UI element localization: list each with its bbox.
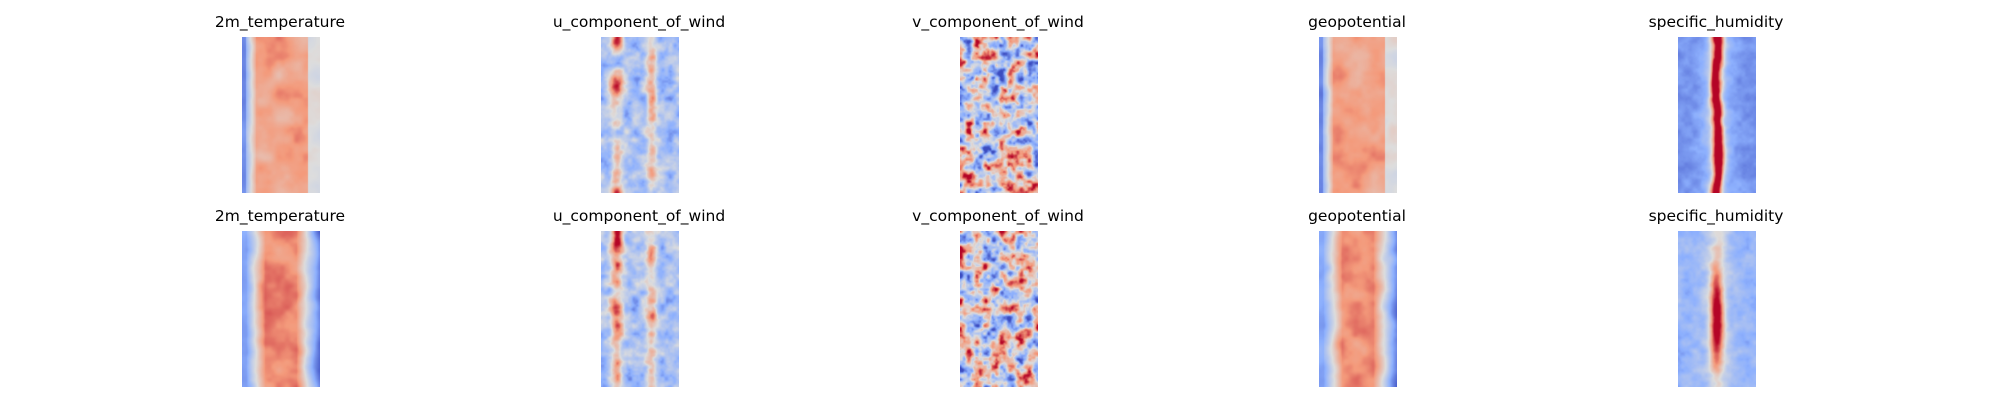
panel-title: specific_humidity	[1648, 13, 1784, 31]
heatmap-image	[1319, 37, 1397, 193]
heatmap-image	[1678, 231, 1756, 387]
panel-title: u_component_of_wind	[552, 207, 726, 225]
panel-title: 2m_temperature	[214, 13, 346, 31]
panel-row0-col1: u_component_of_wind	[519, 12, 759, 193]
panel-title: 2m_temperature	[214, 207, 346, 225]
heatmap-image	[960, 231, 1038, 387]
heatmap-image	[1678, 37, 1756, 193]
panel-row1-col0: 2m_temperature	[160, 206, 400, 387]
panel-row1-col1: u_component_of_wind	[519, 206, 759, 387]
panel-row0-col2: v_component_of_wind	[878, 12, 1118, 193]
heatmap-image	[601, 231, 679, 387]
panel-title: u_component_of_wind	[552, 13, 726, 31]
panel-row0-col4: specific_humidity	[1596, 12, 1836, 193]
heatmap-image	[601, 37, 679, 193]
panel-row1-col4: specific_humidity	[1596, 206, 1836, 387]
heatmap-image	[1319, 231, 1397, 387]
heatmap-image	[960, 37, 1038, 193]
panel-row0-col3: geopotential	[1237, 12, 1477, 193]
heatmap-image	[242, 231, 320, 387]
panel-title: specific_humidity	[1648, 207, 1784, 225]
panel-title: geopotential	[1308, 13, 1406, 31]
heatmap-image	[242, 37, 320, 193]
panel-row1-col3: geopotential	[1237, 206, 1477, 387]
panel-title: v_component_of_wind	[912, 13, 1084, 31]
panel-row0-col0: 2m_temperature	[160, 12, 400, 193]
panel-row1-col2: v_component_of_wind	[878, 206, 1118, 387]
panel-title: v_component_of_wind	[912, 207, 1084, 225]
panel-title: geopotential	[1308, 207, 1406, 225]
